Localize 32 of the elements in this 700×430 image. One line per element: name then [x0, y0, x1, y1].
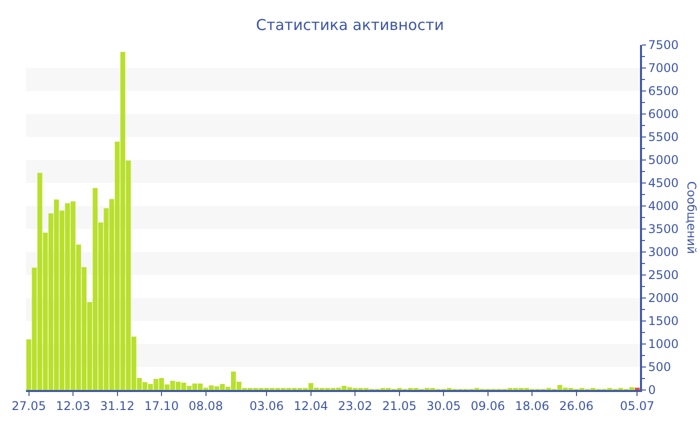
x-tick-label: 05.07 — [620, 399, 654, 414]
y-tick-label: 4500 — [648, 176, 679, 190]
y-tick-label: 500 — [648, 360, 672, 374]
x-tick-label: 17.10 — [144, 399, 179, 414]
x-tick-label: 27.05 — [12, 399, 46, 414]
y-tick-label: 6500 — [648, 84, 679, 98]
y-tick-label: 1000 — [648, 337, 679, 352]
x-tick-label: 23.02 — [338, 399, 372, 414]
x-tick-label: 18.06 — [514, 399, 550, 414]
x-tick-label: 08.08 — [188, 399, 223, 414]
x-tick-label: 03.06 — [249, 399, 284, 414]
x-tick-label: 26.06 — [559, 399, 594, 414]
y-tick-label: 5000 — [648, 153, 679, 168]
y-tick-label: 2000 — [648, 291, 679, 306]
y-tick-label: 5500 — [648, 130, 679, 144]
y-tick-label: 6000 — [648, 107, 679, 122]
y-tick-label: 3500 — [648, 222, 679, 236]
x-tick-label: 09.06 — [470, 399, 506, 414]
y-tick-label: 3000 — [648, 245, 679, 260]
chart-title: Статистика активности — [256, 16, 444, 34]
x-tick-label: 12.04 — [294, 399, 328, 414]
x-tick-label: 12.03 — [56, 399, 90, 414]
y-axis-title: Сообщений — [684, 181, 699, 254]
y-tick-label: 7000 — [648, 61, 679, 76]
x-tick-label: 21.05 — [382, 399, 417, 414]
y-tick-label: 1500 — [648, 314, 679, 328]
y-tick-label: 0 — [648, 383, 656, 398]
x-tick-label: 30.05 — [426, 399, 461, 414]
y-tick-label: 4000 — [648, 199, 679, 214]
x-tick-label: 31.12 — [100, 399, 134, 414]
y-tick-label: 2500 — [648, 268, 679, 282]
y-tick-label: 7500 — [648, 38, 679, 52]
